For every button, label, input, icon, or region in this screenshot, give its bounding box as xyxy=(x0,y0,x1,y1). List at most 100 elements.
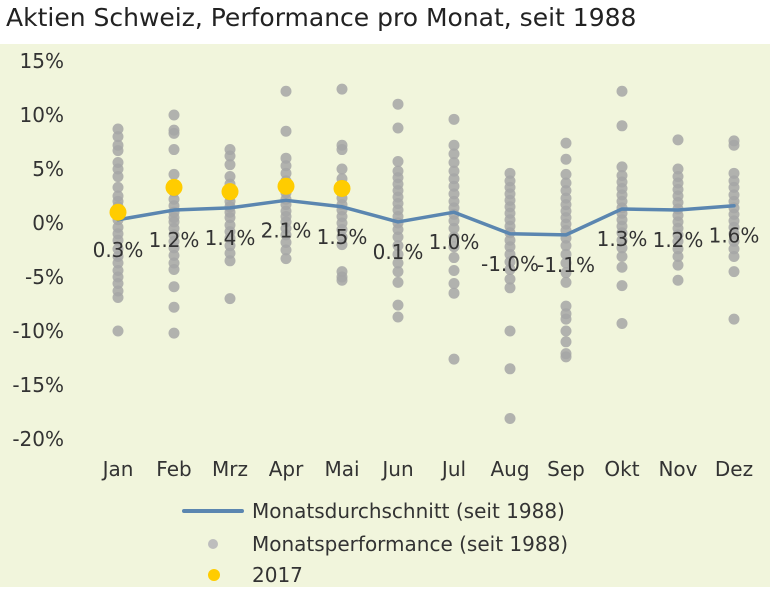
monthly-performance-point xyxy=(224,240,236,252)
monthly-performance-point xyxy=(560,168,572,180)
monthly-performance-point xyxy=(168,144,180,156)
legend-item-monthly: Monatsperformance (seit 1988) xyxy=(180,529,568,559)
monthly-performance-point xyxy=(448,222,460,234)
monthly-performance-point xyxy=(672,243,684,255)
x-tick-label: Okt xyxy=(604,457,639,481)
legend-yellow-dot-swatch xyxy=(180,560,246,590)
legend-item-2017: 2017 xyxy=(180,560,303,590)
monthly-performance-point xyxy=(392,248,404,260)
monthly-performance-point xyxy=(280,167,292,179)
average-data-label: 0.1% xyxy=(373,240,424,264)
monthly-performance-point xyxy=(392,299,404,311)
monthly-performance-point xyxy=(448,173,460,185)
y-tick-label: 0% xyxy=(32,211,64,235)
monthly-performance-point xyxy=(672,274,684,286)
monthly-performance-point xyxy=(504,248,516,260)
monthly-performance-point xyxy=(672,163,684,175)
monthly-performance-point xyxy=(728,139,740,151)
average-data-label: 1.2% xyxy=(149,228,200,252)
monthly-performance-point xyxy=(560,248,572,260)
monthly-performance-point xyxy=(448,113,460,125)
monthly-performance-point xyxy=(616,120,628,132)
monthly-performance-point xyxy=(560,300,572,312)
y-tick-label: 10% xyxy=(20,103,64,127)
monthly-performance-point xyxy=(336,231,348,243)
monthly-performance-point xyxy=(616,250,628,262)
monthly-performance-point xyxy=(448,215,460,227)
monthly-performance-point xyxy=(224,247,236,259)
monthly-performance-point xyxy=(168,327,180,339)
monthly-performance-point xyxy=(168,168,180,180)
monthly-performance-point xyxy=(112,171,124,183)
monthly-performance-point xyxy=(112,257,124,269)
monthly-performance-point xyxy=(728,243,740,255)
monthly-performance-point xyxy=(504,263,516,275)
legend-gray-dot-swatch xyxy=(180,529,246,559)
average-data-label: 0.3% xyxy=(93,238,144,262)
monthly-performance-point xyxy=(224,159,236,171)
monthly-performance-point xyxy=(168,109,180,121)
monthly-performance-point xyxy=(504,363,516,375)
monthly-performance-point xyxy=(672,259,684,271)
legend-label-2017: 2017 xyxy=(252,563,303,587)
monthly-performance-point xyxy=(112,277,124,289)
y-tick-label: -10% xyxy=(12,319,64,343)
y-tick-label: -15% xyxy=(12,373,64,397)
average-data-label: 1.5% xyxy=(317,225,368,249)
x-tick-label: Dez xyxy=(715,457,753,481)
monthly-performance-point xyxy=(728,181,740,193)
monthly-performance-point xyxy=(728,235,740,247)
x-axis: Jan Feb Mrz Apr Mai Jun Jul Aug Sep Okt Nov Dez xyxy=(101,457,754,481)
monthly-performance-point xyxy=(448,252,460,264)
monthly-performance-point xyxy=(224,293,236,305)
monthly-performance-point xyxy=(280,125,292,137)
monthly-performance-point xyxy=(336,163,348,175)
chart-svg: 15% 10% 5% 0% -5% -10% -15% -20% Jan Feb Mrz Apr Ma… xyxy=(12,49,759,481)
monthly-performance-point xyxy=(504,412,516,424)
monthly-performance-point xyxy=(224,232,236,244)
x-tick-label: Jan xyxy=(101,457,134,481)
average-data-label: 1.3% xyxy=(597,227,648,251)
monthly-performance-point xyxy=(448,277,460,289)
year-2017-point xyxy=(221,183,239,201)
monthly-performance-point xyxy=(280,236,292,248)
legend-line-swatch xyxy=(180,496,246,526)
x-tick-label: Sep xyxy=(547,457,585,481)
monthly-performance-point xyxy=(728,228,740,240)
monthly-performance-point xyxy=(616,242,628,254)
monthly-performance-point xyxy=(112,325,124,337)
monthly-performance-point xyxy=(672,134,684,146)
legend-item-average: Monatsdurchschnitt (seit 1988) xyxy=(180,496,565,526)
monthly-performance-point xyxy=(280,85,292,97)
monthly-performance-point xyxy=(616,227,628,239)
monthly-performance-point xyxy=(392,98,404,110)
monthly-performance-point xyxy=(392,311,404,323)
monthly-performance-point xyxy=(224,212,236,224)
average-data-label: -1.1% xyxy=(537,253,595,277)
monthly-performance-point xyxy=(560,137,572,149)
monthly-performance-point xyxy=(336,144,348,156)
legend-label-average: Monatsdurchschnitt (seit 1988) xyxy=(252,499,565,523)
y-axis: 15% 10% 5% 0% -5% -10% -15% -20% xyxy=(12,49,64,451)
monthly-performance-point xyxy=(560,351,572,363)
monthly-performance-point xyxy=(448,265,460,277)
monthly-performance-point xyxy=(728,266,740,278)
monthly-performance-point xyxy=(560,177,572,189)
monthly-performance-point xyxy=(168,263,180,275)
monthly-performance-point xyxy=(504,273,516,285)
monthly-performance-point xyxy=(336,274,348,286)
monthly-performance-point xyxy=(448,148,460,160)
monthly-performance-point xyxy=(616,317,628,329)
monthly-performance-point xyxy=(224,150,236,162)
monthly-performance-point xyxy=(448,231,460,243)
monthly-performance-point xyxy=(448,157,460,169)
monthly-performance-point xyxy=(560,276,572,288)
monthly-performance-point xyxy=(504,241,516,253)
monthly-performance-point xyxy=(392,266,404,278)
x-tick-label: Jun xyxy=(380,457,413,481)
monthly-performance-point xyxy=(224,171,236,183)
monthly-performance-point xyxy=(448,188,460,200)
monthly-performance-point xyxy=(168,242,180,254)
monthly-performance-point xyxy=(392,257,404,269)
year-2017-point xyxy=(333,179,351,197)
